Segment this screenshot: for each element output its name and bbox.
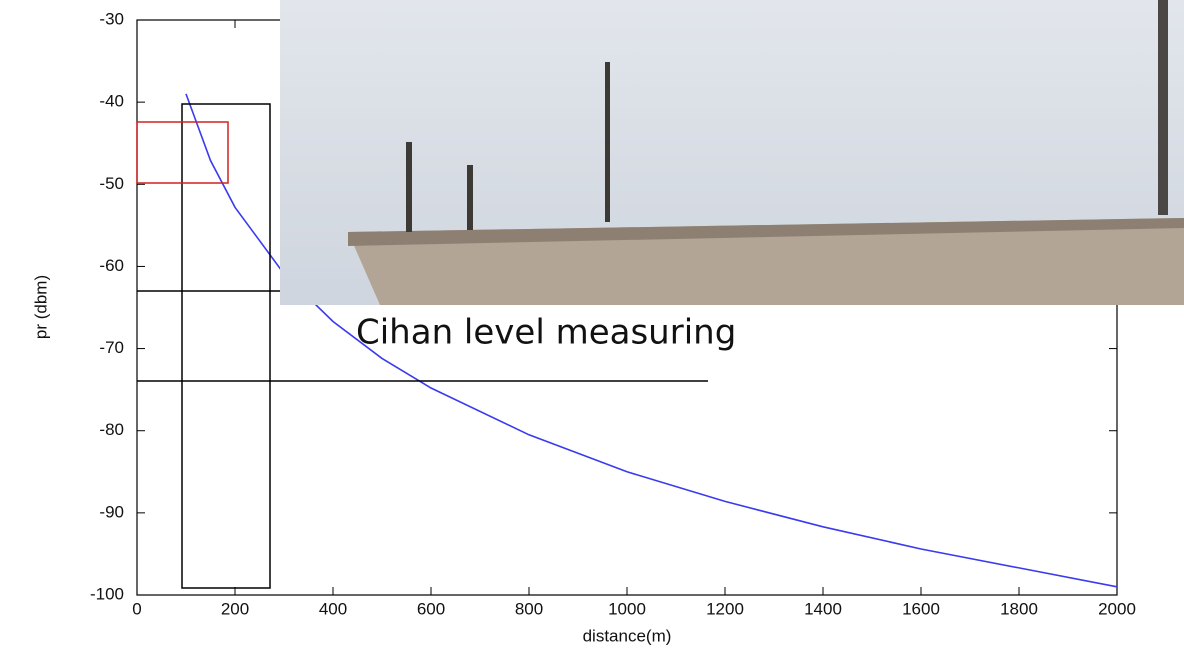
data-line (185, 93, 1118, 588)
y-tick-label: -100 (90, 584, 124, 603)
y-tick-label: -50 (99, 174, 124, 193)
x-tick-label: 600 (417, 599, 445, 618)
y-tick-label: -90 (99, 502, 124, 521)
y-axis-label: pr (dbm) (31, 275, 50, 339)
highlight-box (136, 121, 229, 184)
photo-antenna (467, 165, 473, 230)
x-tick-label: 1600 (902, 599, 940, 618)
photo (280, 0, 1184, 305)
x-tick-label: 1200 (706, 599, 744, 618)
annotation: Cihan level measuring (356, 313, 736, 353)
photo-antenna (605, 62, 610, 222)
y-tick-label: -70 (99, 338, 124, 357)
plot-area: -100 -90 -80 -70 -60 -50 -40 -30 0 200 400 600 800 10… (90, 9, 1136, 618)
x-axis-label: distance(m) (583, 626, 672, 645)
x-tick-label: 0 (132, 599, 141, 618)
x-tick-label: 400 (319, 599, 347, 618)
x-tick-label: 800 (515, 599, 543, 618)
photo-roof-edge (348, 218, 1184, 246)
x-tick-label: 1000 (608, 599, 646, 618)
x-tick-label: 2000 (1098, 599, 1136, 618)
x-tick-label: 200 (221, 599, 249, 618)
y-tick-label: -30 (99, 9, 124, 28)
x-tick-label: 1800 (1000, 599, 1038, 618)
y-tick-label: -40 (99, 92, 124, 111)
y-tick-label: -80 (99, 420, 124, 439)
x-tick-label: 1400 (804, 599, 842, 618)
y-tick-label: -60 (99, 256, 124, 275)
highlight-box (181, 103, 271, 589)
photo-tower (1158, 0, 1168, 215)
photo-antenna (406, 142, 412, 232)
